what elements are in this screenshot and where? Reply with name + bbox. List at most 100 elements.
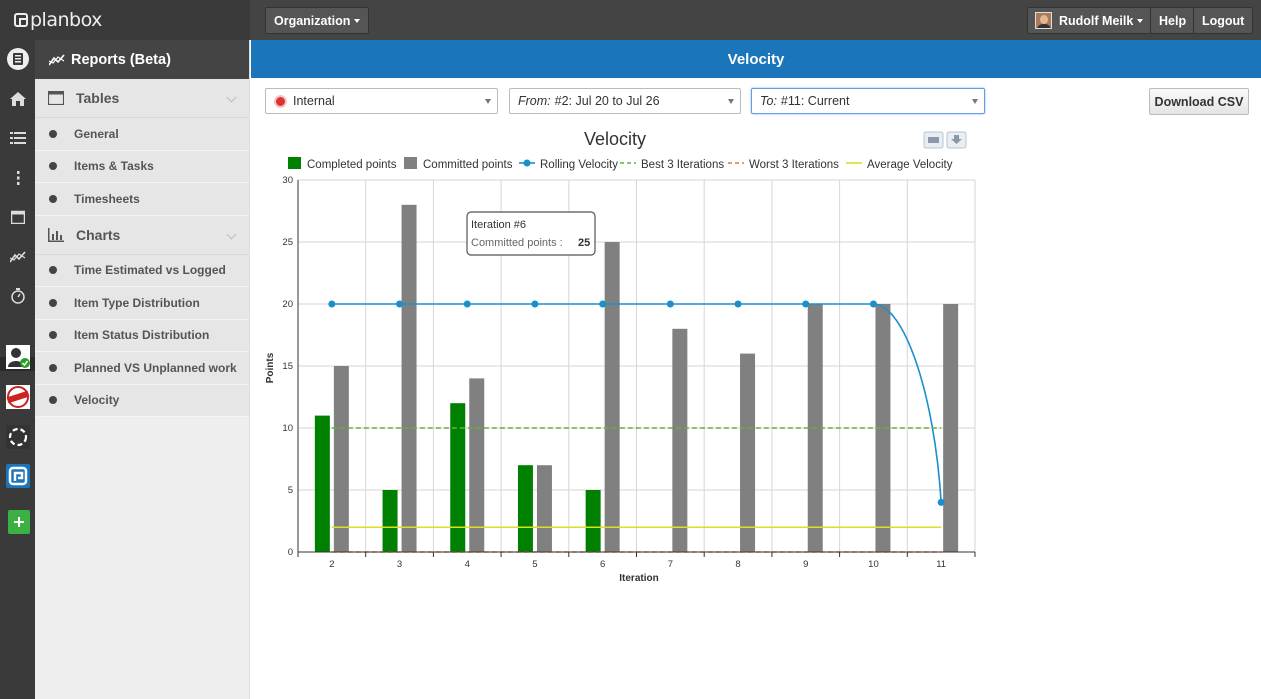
rolling-velocity-point bbox=[937, 498, 945, 506]
export-button[interactable] bbox=[946, 131, 967, 149]
bullet-icon bbox=[49, 266, 57, 275]
from-iteration-select[interactable]: From: #2: Jul 20 to Jul 26 bbox=[509, 88, 741, 114]
legend-item[interactable]: Committed points bbox=[404, 157, 513, 171]
legend-item[interactable]: Rolling Velocity bbox=[519, 159, 618, 171]
charts-section-header[interactable]: Charts bbox=[35, 215, 249, 255]
help-button[interactable]: Help bbox=[1150, 7, 1196, 34]
chart-tooltip: Iteration #6 Committed points : 25 bbox=[466, 211, 596, 256]
add-icon[interactable] bbox=[0, 503, 35, 541]
committed-bar bbox=[943, 304, 959, 552]
timer-icon[interactable] bbox=[0, 277, 35, 315]
chart-bars bbox=[314, 204, 959, 553]
logo[interactable]: planbox bbox=[0, 0, 250, 40]
organization-menu-button[interactable]: Organization bbox=[265, 7, 370, 34]
download-csv-button[interactable]: Download CSV bbox=[1149, 88, 1249, 115]
completed-bar bbox=[517, 465, 533, 552]
user-menu-button[interactable]: Rudolf Meilk bbox=[1027, 7, 1153, 34]
legend-item[interactable]: Average Velocity bbox=[846, 159, 953, 171]
sidebar-item-time-estimated-vs-logged[interactable]: Time Estimated vs Logged bbox=[35, 254, 249, 287]
circle-dashed-icon[interactable] bbox=[0, 418, 35, 456]
sidebar-item-items-tasks[interactable]: Items & Tasks bbox=[35, 150, 249, 183]
committed-bar bbox=[401, 204, 417, 553]
sidebar-item-item-type-distribution[interactable]: Item Type Distribution bbox=[35, 287, 249, 320]
committed-bar bbox=[740, 353, 756, 552]
print-button[interactable] bbox=[923, 131, 944, 149]
list-icon[interactable] bbox=[0, 119, 35, 157]
printer-icon bbox=[928, 137, 939, 143]
bullet-icon bbox=[49, 194, 57, 203]
avatar bbox=[1035, 12, 1052, 29]
home-icon[interactable] bbox=[0, 80, 35, 118]
x-tick-label: 10 bbox=[868, 559, 879, 570]
dropdown-arrow-icon bbox=[728, 99, 734, 104]
rolling-velocity-point bbox=[869, 300, 877, 308]
x-tick-label: 4 bbox=[465, 559, 470, 570]
rolling-velocity-point bbox=[396, 300, 404, 308]
x-tick-label: 5 bbox=[532, 559, 537, 570]
legend-label: Average Velocity bbox=[867, 159, 953, 171]
velocity-chart: Velocity Completed points Committed point… bbox=[265, 129, 976, 584]
chart-title: Velocity bbox=[584, 129, 646, 149]
logout-button[interactable]: Logout bbox=[1193, 7, 1254, 34]
chart-grid bbox=[297, 179, 976, 553]
x-tick-label: 2 bbox=[329, 559, 334, 570]
legend-item[interactable]: Worst 3 Iterations bbox=[728, 159, 839, 171]
caret-down-icon bbox=[1137, 18, 1144, 23]
more-vertical-icon[interactable] bbox=[0, 159, 35, 197]
completed-bar bbox=[382, 490, 398, 552]
legend-label: Committed points bbox=[423, 159, 513, 171]
sidebar-item-item-status-distribution[interactable]: Item Status Distribution bbox=[35, 319, 249, 352]
tables-section-header[interactable]: Tables bbox=[35, 79, 249, 118]
sidebar-item-planned-vs-unplanned[interactable]: Planned VS Unplanned work bbox=[35, 352, 249, 385]
legend-item[interactable]: Best 3 Iterations bbox=[620, 159, 724, 171]
legend-label: Best 3 Iterations bbox=[641, 159, 724, 171]
dropdown-arrow-icon bbox=[485, 99, 491, 104]
y-tick-label: 20 bbox=[282, 299, 293, 310]
page-title: Velocity bbox=[251, 40, 1261, 78]
bullet-icon bbox=[49, 396, 57, 405]
bullet-icon bbox=[49, 298, 57, 307]
x-tick-label: 6 bbox=[600, 559, 605, 570]
legend-item[interactable]: Completed points bbox=[288, 157, 397, 171]
x-tick-label: 9 bbox=[803, 559, 808, 570]
legend-swatch bbox=[288, 157, 301, 169]
chart-legend: Completed points Committed points Rolling … bbox=[288, 157, 953, 171]
rolling-velocity-point bbox=[463, 300, 471, 308]
sidebar-item-label: Timesheets bbox=[74, 191, 140, 206]
to-iteration-select[interactable]: To: #11: Current bbox=[751, 88, 985, 114]
bullet-icon bbox=[49, 162, 57, 171]
tooltip-value: 25 bbox=[578, 237, 590, 249]
group-select[interactable]: Internal bbox=[265, 88, 498, 114]
rolling-velocity-point bbox=[802, 300, 810, 308]
top-secret-stamp-icon[interactable] bbox=[0, 378, 35, 416]
bar-chart-icon bbox=[48, 227, 64, 242]
charts-section-label: Charts bbox=[76, 226, 121, 243]
x-tick-label: 8 bbox=[735, 559, 740, 570]
planbox-logo-icon bbox=[14, 13, 28, 27]
organization-menu-label: Organization bbox=[274, 13, 351, 28]
x-tick-label: 11 bbox=[936, 559, 946, 570]
user-name: Rudolf Meilk bbox=[1059, 13, 1134, 28]
sidebar-item-label: Items & Tasks bbox=[74, 159, 154, 174]
planbox-app-icon[interactable] bbox=[0, 457, 35, 495]
sidebar-item-general[interactable]: General bbox=[35, 118, 249, 151]
sidebar-title: Reports (Beta) bbox=[71, 51, 171, 68]
reports-trend-icon bbox=[49, 53, 65, 65]
legend-label: Worst 3 Iterations bbox=[749, 159, 839, 171]
rolling-velocity-line bbox=[331, 303, 942, 503]
sidebar-item-velocity[interactable]: Velocity bbox=[35, 384, 249, 417]
dropdown-arrow-icon bbox=[972, 99, 978, 104]
completed-bar bbox=[450, 403, 466, 552]
reports-sidebar: Reports (Beta) Tables General Items & Ta… bbox=[35, 40, 250, 699]
reports-trend-icon[interactable] bbox=[0, 238, 35, 276]
table-icon bbox=[48, 91, 64, 105]
committed-bar bbox=[469, 378, 485, 552]
calendar-icon[interactable] bbox=[0, 198, 35, 236]
sidebar-item-label: Time Estimated vs Logged bbox=[74, 263, 226, 278]
sidebar-header: Reports (Beta) bbox=[35, 40, 249, 79]
user-check-icon[interactable] bbox=[0, 338, 35, 376]
icon-bar: INIT bbox=[0, 40, 35, 699]
committed-bar bbox=[672, 328, 688, 552]
sidebar-item-timesheets[interactable]: Timesheets bbox=[35, 183, 249, 216]
reports-icon[interactable] bbox=[0, 40, 35, 78]
